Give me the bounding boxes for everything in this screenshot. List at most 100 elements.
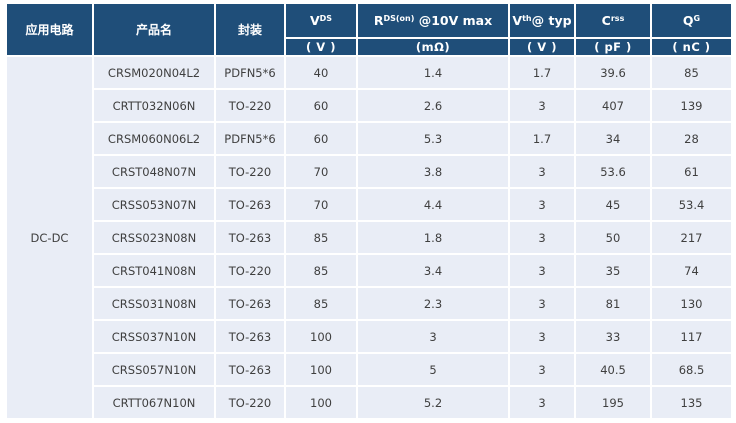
cell-qg: 53.4 <box>652 189 731 220</box>
col-header-package: 封装 <box>216 4 284 55</box>
cell-vth: 1.7 <box>510 123 574 154</box>
col-header-application-circuit: 应用电路 <box>7 4 92 55</box>
cell-vth: 3 <box>510 288 574 319</box>
cell-rds: 4.4 <box>358 189 508 220</box>
cell-vds: 100 <box>286 387 356 418</box>
cell-product: CRSM060N06L2 <box>94 123 214 154</box>
cell-vds: 40 <box>286 57 356 88</box>
cell-vds: 70 <box>286 156 356 187</box>
cell-crss: 81 <box>576 288 650 319</box>
cell-package: PDFN5*6 <box>216 123 284 154</box>
table-row: CRSS031N08N TO-263 85 2.3 3 81 130 <box>7 288 731 319</box>
cell-vth: 3 <box>510 255 574 286</box>
cell-qg: 217 <box>652 222 731 253</box>
cell-rds: 1.4 <box>358 57 508 88</box>
cell-vds: 100 <box>286 321 356 352</box>
table-row: CRSS057N10N TO-263 100 5 3 40.5 68.5 <box>7 354 731 385</box>
cell-qg: 139 <box>652 90 731 121</box>
vds-symbol: V <box>309 13 320 28</box>
cell-rds: 5.2 <box>358 387 508 418</box>
vth-condition: @ typ <box>531 13 572 28</box>
cell-rds: 2.6 <box>358 90 508 121</box>
col-header-rdson: RDS(on) @10V max <box>358 4 508 37</box>
cell-package: TO-220 <box>216 156 284 187</box>
cell-package: TO-220 <box>216 387 284 418</box>
cell-qg: 135 <box>652 387 731 418</box>
cell-vth: 3 <box>510 354 574 385</box>
cell-vth: 3 <box>510 189 574 220</box>
header-row-main: 应用电路 产品名 封装 VDS RDS(on) @10V max Vth@ ty… <box>7 4 731 55</box>
cell-vth: 3 <box>510 321 574 352</box>
table-row: CRTT032N06N TO-220 60 2.6 3 407 139 <box>7 90 731 121</box>
cell-crss: 35 <box>576 255 650 286</box>
table-row: CRSS053N07N TO-263 70 4.4 3 45 53.4 <box>7 189 731 220</box>
cell-vds: 60 <box>286 90 356 121</box>
cell-vth: 3 <box>510 90 574 121</box>
table-row: CRST048N07N TO-220 70 3.8 3 53.6 61 <box>7 156 731 187</box>
cell-product: CRSS053N07N <box>94 189 214 220</box>
cell-qg: 74 <box>652 255 731 286</box>
cell-rds: 3 <box>358 321 508 352</box>
crss-subscript: rss <box>610 14 625 23</box>
cell-vds: 60 <box>286 123 356 154</box>
col-header-qg: QG <box>652 4 731 37</box>
product-spec-table: 应用电路 产品名 封装 VDS RDS(on) @10V max Vth@ ty… <box>5 2 733 420</box>
cell-rds: 5.3 <box>358 123 508 154</box>
cell-rds: 3.4 <box>358 255 508 286</box>
cell-product: CRSS031N08N <box>94 288 214 319</box>
cell-vth: 3 <box>510 222 574 253</box>
table-row: CRSM060N06L2 PDFN5*6 60 5.3 1.7 34 28 <box>7 123 731 154</box>
cell-package: TO-263 <box>216 288 284 319</box>
cell-rds: 5 <box>358 354 508 385</box>
cell-qg: 28 <box>652 123 731 154</box>
cell-crss: 39.6 <box>576 57 650 88</box>
cell-vds: 85 <box>286 255 356 286</box>
cell-product: CRSS023N08N <box>94 222 214 253</box>
col-header-vth: Vth@ typ <box>510 4 574 37</box>
cell-qg: 61 <box>652 156 731 187</box>
cell-package: TO-263 <box>216 189 284 220</box>
cell-vds: 85 <box>286 222 356 253</box>
cell-product: CRTT032N06N <box>94 90 214 121</box>
cell-crss: 195 <box>576 387 650 418</box>
cell-qg: 117 <box>652 321 731 352</box>
table-row: CRST041N08N TO-220 85 3.4 3 35 74 <box>7 255 731 286</box>
table-row: CRSS037N10N TO-263 100 3 3 33 117 <box>7 321 731 352</box>
cell-package: TO-263 <box>216 222 284 253</box>
rdson-condition: @10V max <box>414 13 493 28</box>
cell-crss: 34 <box>576 123 650 154</box>
cell-vth: 1.7 <box>510 57 574 88</box>
cell-crss: 33 <box>576 321 650 352</box>
table-row: CRTT067N10N TO-220 100 5.2 3 195 135 <box>7 387 731 418</box>
cell-qg: 85 <box>652 57 731 88</box>
unit-qg: ( nC ) <box>652 39 731 55</box>
cell-package: TO-220 <box>216 255 284 286</box>
cell-vds: 70 <box>286 189 356 220</box>
col-header-product-name: 产品名 <box>94 4 214 55</box>
cell-product: CRSS037N10N <box>94 321 214 352</box>
cell-product: CRST041N08N <box>94 255 214 286</box>
cell-qg: 68.5 <box>652 354 731 385</box>
cell-package: TO-263 <box>216 321 284 352</box>
cell-vth: 3 <box>510 156 574 187</box>
cell-rds: 2.3 <box>358 288 508 319</box>
application-circuit-cell: DC-DC <box>7 57 92 418</box>
vth-subscript: th <box>522 14 532 23</box>
rdson-symbol: R <box>373 13 384 28</box>
vds-subscript: DS <box>319 14 333 23</box>
table-header: 应用电路 产品名 封装 VDS RDS(on) @10V max Vth@ ty… <box>7 4 731 55</box>
cell-qg: 130 <box>652 288 731 319</box>
cell-rds: 1.8 <box>358 222 508 253</box>
cell-crss: 53.6 <box>576 156 650 187</box>
cell-vds: 100 <box>286 354 356 385</box>
cell-crss: 50 <box>576 222 650 253</box>
cell-vth: 3 <box>510 387 574 418</box>
cell-rds: 3.8 <box>358 156 508 187</box>
qg-symbol: Q <box>682 13 694 28</box>
vth-symbol: V <box>512 13 523 28</box>
cell-crss: 40.5 <box>576 354 650 385</box>
cell-vds: 85 <box>286 288 356 319</box>
col-header-vds: VDS <box>286 4 356 37</box>
crss-symbol: C <box>601 13 611 28</box>
